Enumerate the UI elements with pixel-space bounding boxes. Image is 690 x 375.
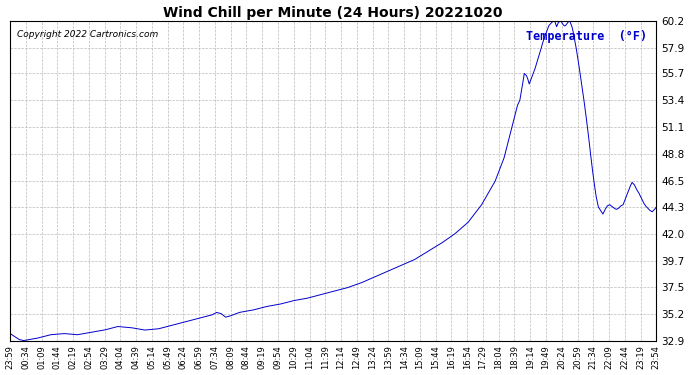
Text: Temperature  (°F): Temperature (°F) [526, 30, 647, 44]
Title: Wind Chill per Minute (24 Hours) 20221020: Wind Chill per Minute (24 Hours) 2022102… [164, 6, 503, 20]
Text: Copyright 2022 Cartronics.com: Copyright 2022 Cartronics.com [17, 30, 158, 39]
